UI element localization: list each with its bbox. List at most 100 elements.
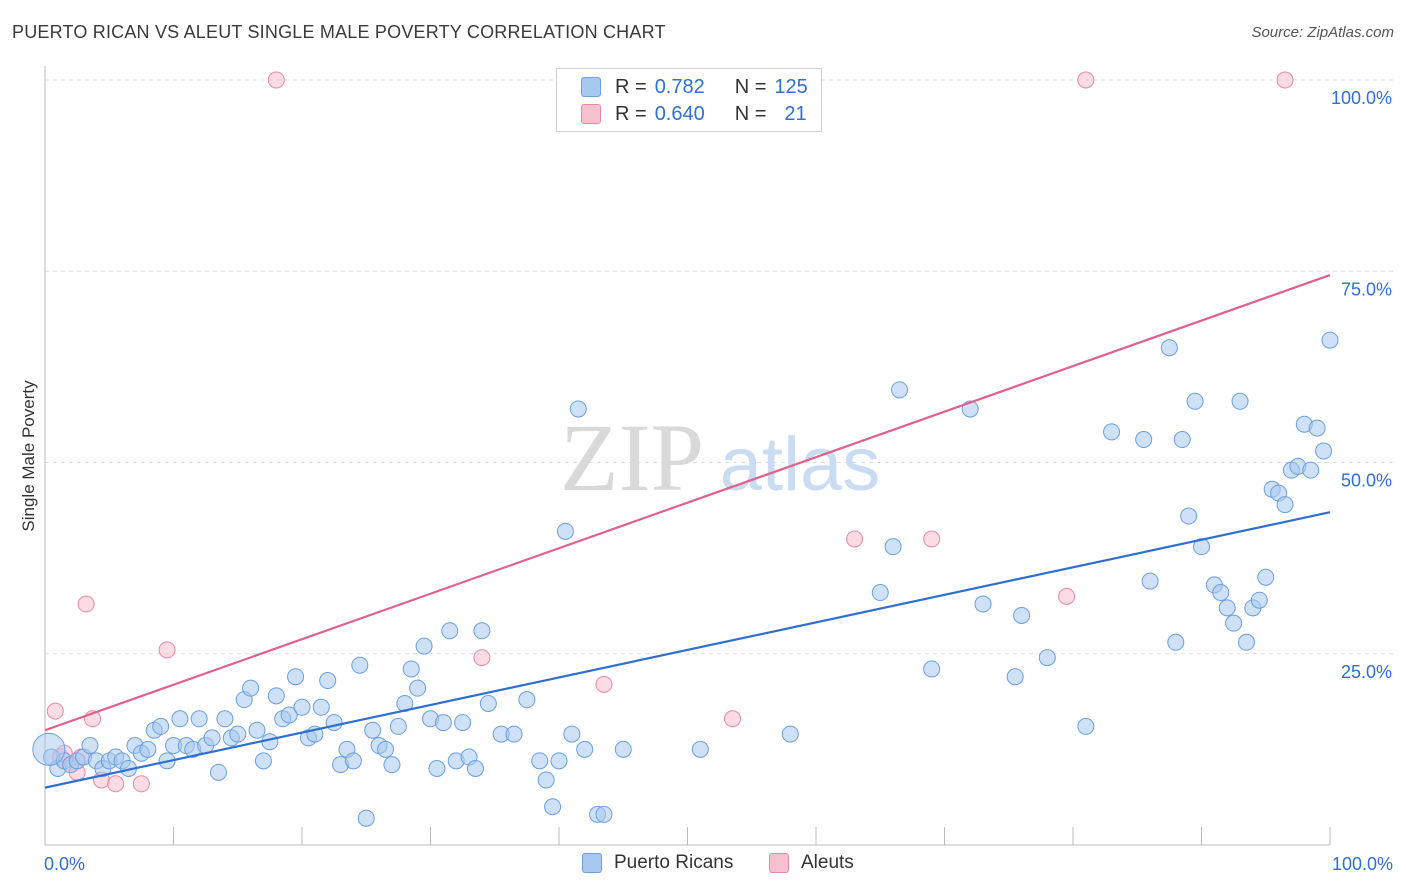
puerto-rican-point [312,698,330,716]
puerto-rican-point [473,622,491,640]
puerto-rican-point [254,752,272,770]
puerto-rican-point [293,698,311,716]
puerto-rican-point [139,740,157,758]
puerto-rican-point [1180,507,1198,525]
puerto-rican-point [891,381,909,399]
puerto-rican-point [428,760,446,777]
bottom-legend-swatch-blue [582,853,602,873]
puerto-rican-point [267,687,285,705]
y-tick-label: 75.0% [1341,279,1392,299]
puerto-rican-point [1013,607,1031,624]
puerto-rican-point [171,710,189,728]
puerto-rican-point [569,400,587,418]
bottom-legend-swatch-pink [769,853,789,873]
bottom-legend-label: Aleuts [801,852,854,873]
aleut-point [595,675,613,693]
aleut-point [723,710,741,728]
puerto-rican-point [1225,614,1243,632]
puerto-rican-point [1173,431,1191,449]
chart-source: Source: ZipAtlas.com [1251,24,1394,41]
puerto-rican-point [1141,572,1159,590]
watermark: ZIP atlas [560,404,880,511]
bottom-legend-puerto-ricans: Puerto Ricans [582,852,733,874]
aleut-point [473,649,491,667]
puerto-rican-point [357,809,375,827]
puerto-ricans-trend-line [44,511,1331,789]
y-tick-label: 50.0% [1341,471,1392,491]
chart-title: PUERTO RICAN VS ALEUT SINGLE MALE POVERT… [12,22,666,42]
puerto-rican-point [415,637,433,655]
gridlines [45,79,1395,655]
aleut-point [267,71,285,89]
puerto-rican-point [344,752,362,770]
aleut-point [132,775,150,793]
puerto-rican-point [287,668,305,686]
y-tick-label: 25.0% [1341,662,1392,682]
puerto-rican-point [377,740,395,758]
puerto-rican-point [454,714,472,732]
correlation-legend: R = 0.782 N = 125 R = 0.640 N = 21 [556,68,822,132]
legend-n-label: N = [734,102,767,125]
legend-n-label: N = [734,75,767,98]
puerto-rican-point [1308,419,1326,437]
trend-lines [44,274,1331,789]
puerto-rican-point [1006,668,1024,686]
puerto-rican-point [1315,442,1333,460]
aleut-point [1276,71,1294,89]
puerto-rican-point [1103,423,1121,441]
puerto-rican-point [325,714,343,732]
aleut-point [1058,587,1076,605]
puerto-rican-point [595,805,613,823]
aleut-point [158,641,176,659]
puerto-rican-point [1321,331,1339,349]
puerto-rican-point [550,752,568,770]
aleut-point [77,595,95,613]
puerto-rican-point [402,660,420,678]
puerto-rican-point [152,717,170,735]
puerto-rican-point [229,725,247,743]
puerto-rican-point [505,725,523,743]
puerto-rican-point [563,725,581,743]
y-tick-label: 100.0% [1331,88,1392,108]
puerto-rican-point [441,622,459,640]
puerto-rican-point [1231,392,1249,410]
legend-row-puerto-ricans: R = 0.782 N = 125 [581,75,808,99]
puerto-rican-point [1237,633,1255,651]
puerto-rican-point [1302,461,1320,479]
x-tick-label: 0.0% [44,854,85,874]
puerto-ricans-points [32,331,1339,827]
axes [44,66,1331,846]
watermark-atlas: atlas [720,422,881,507]
puerto-rican-point [614,740,632,758]
puerto-rican-point [544,798,562,816]
legend-swatch-pink [581,104,601,124]
puerto-rican-point [974,595,992,613]
puerto-rican-point [216,710,234,728]
puerto-rican-point [1218,599,1236,617]
bottom-legend-label: Puerto Ricans [614,852,734,873]
puerto-rican-point [203,729,221,747]
puerto-rican-point [691,740,709,758]
puerto-rican-point [1038,649,1056,667]
bottom-legend-aleuts: Aleuts [769,852,854,874]
legend-row-aleuts: R = 0.640 N = 21 [581,102,807,126]
puerto-rican-point [280,706,298,724]
legend-r-value: 0.782 [654,75,705,98]
puerto-rican-point [884,538,902,556]
puerto-rican-point [531,752,549,770]
aleut-point [46,702,64,720]
puerto-rican-point [923,660,941,678]
legend-n-value: 125 [774,75,808,98]
puerto-rican-point [242,679,260,697]
puerto-rican-point [1276,496,1294,514]
puerto-rican-point [190,710,208,728]
watermark-zip: ZIP [560,404,704,511]
puerto-rican-point [383,756,401,774]
puerto-rican-point [209,763,227,781]
aleut-point [923,530,941,548]
legend-r-label: R = [615,75,647,98]
puerto-rican-point [434,714,452,732]
puerto-rican-point [409,679,427,697]
puerto-rican-point [248,721,266,739]
